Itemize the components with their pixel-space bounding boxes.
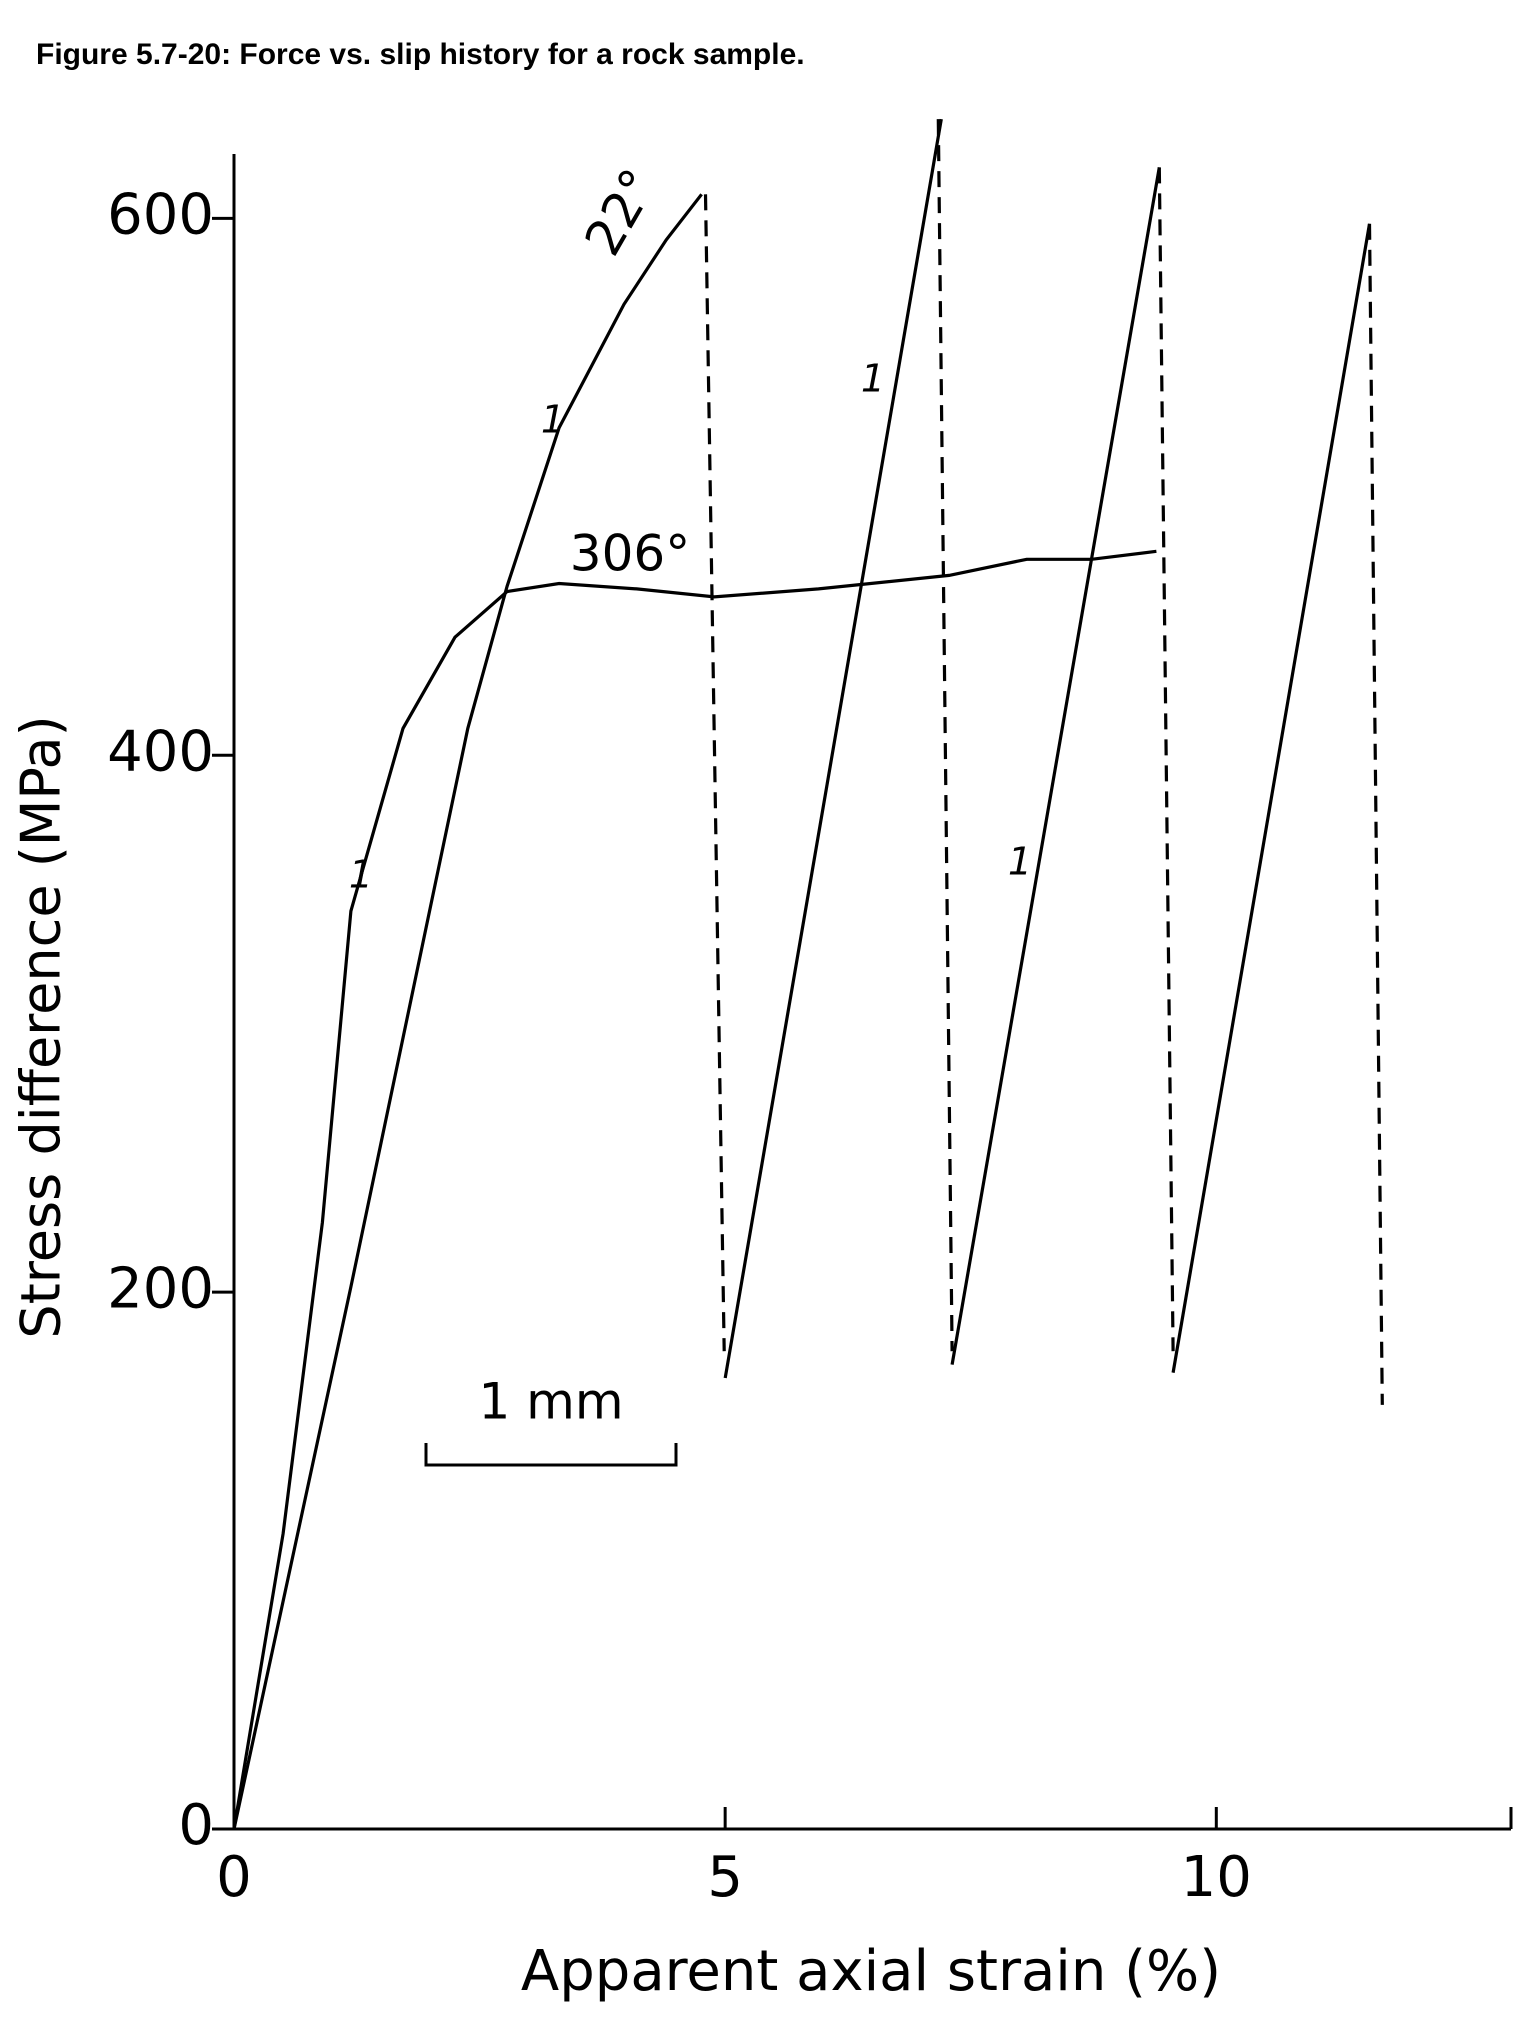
annotation: 1 bbox=[541, 398, 565, 442]
annotation: 1 mm bbox=[478, 1373, 623, 1431]
x-tick-label: 0 bbox=[216, 1845, 252, 1910]
curve bbox=[232, 549, 1157, 1830]
curve bbox=[723, 118, 943, 1379]
y-tick-label: 0 bbox=[178, 1793, 214, 1858]
dashed-line bbox=[703, 194, 726, 1352]
dashed-line bbox=[1367, 223, 1384, 1405]
curve bbox=[232, 193, 703, 1830]
scale-bar bbox=[424, 1443, 678, 1467]
y-tick-label: 200 bbox=[107, 1256, 214, 1321]
chart-title: Figure 5.7-20: Force vs. slip history fo… bbox=[36, 38, 805, 71]
y-tick-label: 400 bbox=[107, 719, 214, 784]
x-axis-title: Apparent axial strain (%) bbox=[521, 1939, 1221, 2004]
x-tick-label: 5 bbox=[707, 1845, 743, 1910]
curve-label: 22° bbox=[574, 159, 669, 265]
annotation: 1 bbox=[1008, 840, 1032, 884]
y-axis-title: Stress difference (MPa) bbox=[10, 715, 73, 1338]
curve bbox=[1171, 223, 1372, 1373]
dashed-line bbox=[1157, 167, 1175, 1352]
annotation: 1 bbox=[349, 853, 373, 897]
curve bbox=[950, 167, 1161, 1365]
y-tick-label: 600 bbox=[107, 183, 214, 248]
x-tick-label: 10 bbox=[1181, 1845, 1252, 1910]
dashed-line bbox=[936, 119, 954, 1352]
curve-label: 306° bbox=[570, 525, 690, 583]
annotation: 1 bbox=[861, 357, 885, 401]
